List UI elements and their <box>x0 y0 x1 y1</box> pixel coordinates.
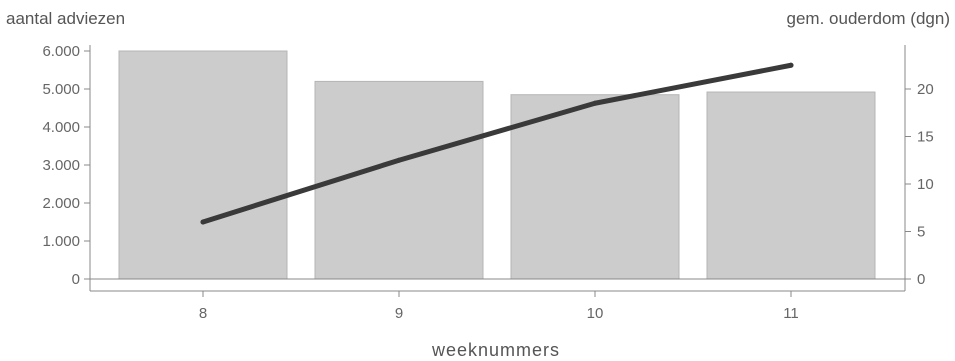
bar-week-8 <box>118 50 288 280</box>
left-tick-label: 4.000 <box>42 119 80 136</box>
right-tick-label: 15 <box>917 129 934 146</box>
left-tick-label: 5.000 <box>42 81 80 98</box>
right-tick-label: 5 <box>917 224 925 241</box>
axes <box>89 45 906 292</box>
line-series <box>200 62 794 225</box>
line-point-week-10 <box>592 100 598 106</box>
left-tick-label: 6.000 <box>42 43 80 60</box>
bar-week-10 <box>510 94 680 280</box>
x-axis-ticks: 8 9 10 11 <box>199 291 799 322</box>
x-axis-title: weeknummers <box>431 340 560 360</box>
right-tick-label: 20 <box>917 81 934 98</box>
x-tick-label: 8 <box>199 305 207 322</box>
left-tick-label: 2.000 <box>42 195 80 212</box>
bar-week-11 <box>706 91 876 280</box>
left-axis-title: aantal adviezen <box>6 9 125 28</box>
right-tick-label: 10 <box>917 176 934 193</box>
left-tick-label: 0 <box>72 271 80 288</box>
left-tick-label: 3.000 <box>42 157 80 174</box>
line-age-days <box>200 62 794 225</box>
right-axis-ticks: 0 5 10 15 20 <box>905 81 934 288</box>
line-point-week-9 <box>396 157 402 163</box>
bar-series <box>118 50 876 280</box>
line-point-week-8 <box>200 219 206 225</box>
x-tick-label: 11 <box>783 305 799 322</box>
left-tick-label: 1.000 <box>42 233 80 250</box>
line-point-week-11 <box>788 62 794 68</box>
x-tick-label: 10 <box>587 305 604 322</box>
right-tick-label: 0 <box>917 271 925 288</box>
x-tick-label: 9 <box>395 305 403 322</box>
right-axis-title: gem. ouderdom (dgn) <box>787 9 950 28</box>
left-axis-ticks: 0 1.000 2.000 3.000 4.000 5.000 6.000 <box>42 43 90 288</box>
